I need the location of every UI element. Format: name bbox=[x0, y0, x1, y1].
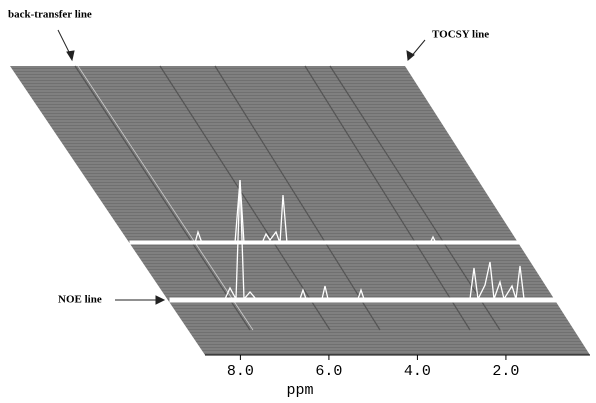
annotation: TOCSY line bbox=[432, 29, 489, 41]
x-tick-label: 8.0 bbox=[227, 363, 254, 380]
x-tick-label: 4.0 bbox=[404, 363, 431, 380]
diagonal-ridges bbox=[74, 65, 501, 331]
x-axis-label: ppm bbox=[286, 382, 313, 399]
annotation-arrows bbox=[57, 29, 426, 305]
x-tick-label: 6.0 bbox=[315, 363, 342, 380]
annotation: back-transfer line bbox=[8, 9, 92, 21]
annotation: NOE line bbox=[58, 294, 102, 306]
x-tick-label: 2.0 bbox=[492, 363, 519, 380]
surface bbox=[10, 66, 590, 355]
traces bbox=[129, 179, 591, 303]
